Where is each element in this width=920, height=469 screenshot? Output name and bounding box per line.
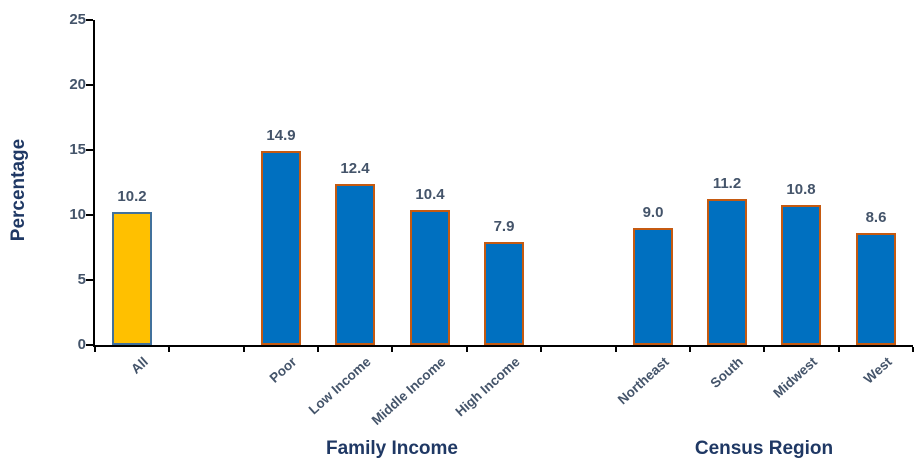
value-label-middle-income: 10.4: [415, 186, 445, 203]
bar-low-income: [335, 184, 375, 345]
x-axis-tick: [242, 347, 245, 352]
x-axis-line: [93, 345, 913, 347]
group-label-family-income: Family Income: [326, 438, 458, 459]
y-tick-label: 20: [69, 76, 86, 93]
bar-midwest: [781, 205, 821, 345]
bar-high-income: [484, 242, 524, 345]
bar-northeast: [633, 228, 673, 345]
y-axis-tick: [86, 19, 93, 21]
bar-poor: [261, 151, 301, 345]
x-axis-tick: [465, 347, 468, 352]
value-label-south: 11.2: [712, 175, 742, 192]
y-axis-tick: [86, 84, 93, 86]
y-axis-tick: [86, 344, 93, 346]
x-tick-label-low-income: Low Income: [305, 354, 374, 418]
x-tick-label-high-income: High Income: [452, 354, 523, 420]
x-tick-label-northeast: Northeast: [614, 354, 672, 408]
x-tick-label-south: South: [707, 354, 746, 391]
bar-all: [112, 212, 152, 345]
value-label-high-income: 7.9: [493, 218, 515, 235]
x-axis-tick: [688, 347, 691, 352]
y-tick-label: 15: [69, 141, 86, 158]
x-tick-label-midwest: Midwest: [770, 354, 820, 401]
x-axis-tick: [912, 347, 914, 352]
y-axis-tick: [86, 149, 93, 151]
value-label-low-income: 12.4: [340, 160, 370, 177]
bar-south: [707, 199, 747, 345]
x-axis-tick: [317, 347, 320, 352]
bar-west: [856, 233, 896, 345]
x-tick-label-middle-income: Middle Income: [368, 354, 449, 428]
x-axis-tick: [763, 347, 766, 352]
value-label-northeast: 9.0: [642, 204, 664, 221]
x-axis-tick: [94, 347, 96, 352]
x-tick-label-poor: Poor: [266, 354, 300, 386]
x-axis-tick: [391, 347, 394, 352]
y-axis-line: [93, 20, 95, 347]
y-tick-label: 10: [69, 206, 86, 223]
y-axis-tick: [86, 279, 93, 281]
x-tick-label-all: All: [127, 354, 151, 377]
y-axis-tick: [86, 214, 93, 216]
value-label-midwest: 10.8: [786, 181, 816, 198]
y-tick-label: 5: [77, 271, 86, 288]
group-label-census-region: Census Region: [694, 438, 834, 459]
x-axis-tick: [837, 347, 840, 352]
x-axis-tick: [168, 347, 171, 352]
x-axis-tick: [614, 347, 617, 352]
y-axis-title: Percentage: [8, 138, 29, 242]
value-label-poor: 14.9: [266, 127, 296, 144]
value-label-all: 10.2: [117, 188, 147, 205]
y-tick-label: 0: [77, 336, 86, 353]
x-tick-label-west: West: [860, 354, 895, 387]
bar-middle-income: [410, 210, 450, 345]
x-axis-tick: [540, 347, 543, 352]
value-label-west: 8.6: [865, 209, 887, 226]
y-tick-label: 25: [69, 11, 86, 28]
